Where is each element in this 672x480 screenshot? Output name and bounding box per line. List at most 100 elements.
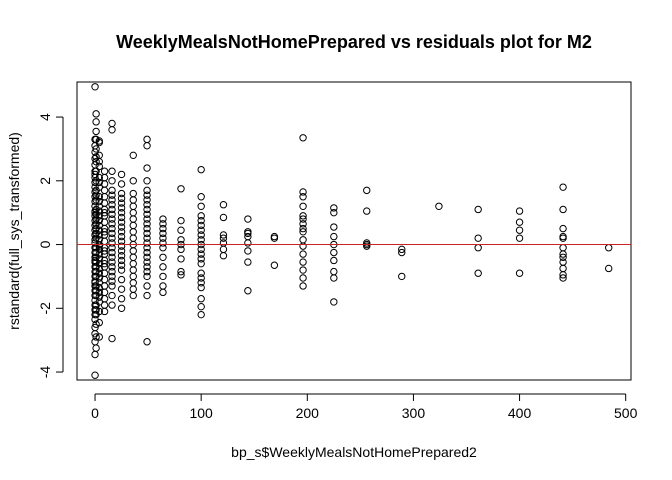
data-point: [330, 267, 338, 276]
data-point: [108, 191, 116, 199]
x-tick-label: 100: [189, 405, 213, 421]
data-point: [219, 213, 228, 222]
data-point: [117, 247, 126, 255]
data-point: [474, 269, 482, 277]
data-point: [95, 178, 103, 187]
data-point: [117, 208, 126, 217]
data-point: [197, 216, 205, 225]
data-point: [129, 196, 137, 204]
data-point: [299, 193, 307, 201]
data-point: [330, 208, 338, 217]
data-point: [143, 272, 151, 281]
data-point: [95, 212, 103, 220]
data-point: [244, 287, 252, 295]
data-point: [100, 275, 109, 284]
data-point: [197, 269, 205, 277]
x-tick-label: 400: [508, 405, 532, 421]
data-point: [197, 259, 205, 268]
data-point: [108, 234, 116, 242]
data-point: [100, 247, 109, 255]
data-point: [117, 218, 126, 226]
data-point: [95, 197, 103, 206]
data-point: [299, 188, 307, 196]
data-point: [95, 242, 103, 250]
data-point: [143, 258, 151, 266]
data-point: [299, 228, 307, 236]
data-point: [159, 224, 167, 233]
data-point: [108, 229, 116, 238]
data-point: [244, 215, 252, 223]
data-point: [197, 302, 205, 311]
data-point: [197, 274, 205, 282]
data-point: [299, 134, 307, 142]
data-point: [100, 212, 109, 220]
data-point: [197, 279, 205, 287]
data-point: [100, 224, 109, 233]
data-point: [143, 229, 151, 238]
data-point: [143, 263, 151, 271]
data-point: [108, 263, 116, 271]
data-point: [100, 186, 109, 195]
x-tick-label: 200: [296, 405, 320, 421]
data-point: [299, 220, 307, 228]
data-point: [143, 220, 151, 228]
data-point: [95, 245, 103, 254]
data-point: [108, 272, 116, 281]
data-point: [95, 283, 103, 292]
data-point: [159, 234, 167, 242]
data-point: [95, 318, 103, 327]
data-point: [299, 242, 307, 250]
data-point: [177, 271, 185, 279]
data-point: [108, 239, 116, 247]
data-point: [100, 250, 109, 258]
data-point: [559, 253, 567, 261]
data-point: [108, 301, 116, 309]
data-point: [92, 344, 100, 352]
data-point: [270, 261, 279, 269]
y-axis-label: rstandard(full_sys_transformed): [6, 132, 22, 330]
data-point: [197, 245, 205, 254]
data-point: [108, 126, 116, 134]
data-point: [117, 228, 126, 236]
data-point: [117, 204, 126, 212]
data-point: [143, 234, 151, 242]
data-point: [559, 244, 567, 252]
data-point: [129, 151, 137, 160]
data-point: [143, 164, 151, 172]
data-point: [197, 255, 205, 263]
data-point: [159, 288, 167, 297]
data-point: [95, 157, 103, 166]
data-point: [92, 127, 100, 136]
data-point: [108, 215, 116, 223]
data-point: [515, 234, 524, 242]
data-point: [95, 298, 103, 306]
data-point: [95, 264, 103, 273]
data-point: [398, 248, 406, 257]
data-point: [108, 177, 116, 185]
data-point: [330, 274, 338, 282]
x-axis: 0 100 200 300 400 500: [91, 393, 638, 421]
data-point: [435, 202, 443, 210]
data-point: [117, 232, 126, 241]
data-point: [398, 272, 406, 281]
data-point: [559, 234, 567, 242]
data-points: [91, 83, 613, 379]
data-point: [100, 167, 109, 175]
data-point: [299, 236, 307, 244]
y-tick-label: -4: [37, 366, 53, 379]
data-point: [117, 213, 126, 222]
data-point: [299, 202, 307, 210]
x-axis-label: bp_s$WeeklyMealsNotHomePrepared2: [231, 444, 477, 460]
data-point: [177, 245, 185, 254]
data-point: [559, 183, 567, 191]
data-point: [92, 118, 100, 126]
data-point: [95, 288, 103, 297]
data-point: [100, 301, 109, 309]
data-point: [129, 285, 137, 293]
y-tick-label: -2: [37, 302, 53, 315]
data-point: [244, 247, 252, 255]
x-tick-label: 500: [614, 405, 638, 421]
data-point: [159, 282, 167, 290]
data-point: [95, 333, 103, 341]
